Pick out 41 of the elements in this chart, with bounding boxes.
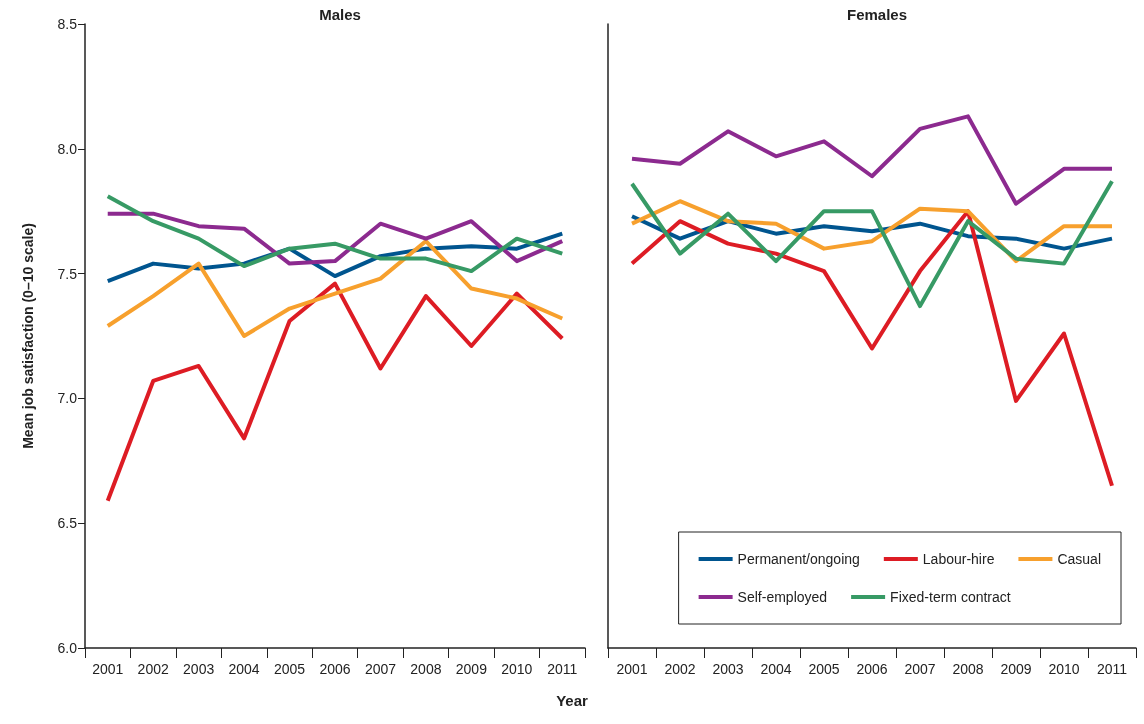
y-tick-label: 6.5	[57, 515, 78, 532]
x-tick-label: 2011	[547, 661, 578, 677]
legend-label: Labour-hire	[922, 551, 995, 567]
legend-label: Fixed-term contract	[890, 589, 1011, 605]
x-tick-label: 2009	[1000, 661, 1032, 677]
x-tick-label: 2004	[760, 661, 792, 677]
x-tick-label: 2009	[455, 661, 488, 677]
line-series	[105, 211, 565, 266]
x-tick-label: 2011	[1096, 661, 1128, 677]
x-tick-label: 2005	[808, 661, 840, 677]
x-tick-label: 2010	[501, 661, 533, 677]
x-tick-label: 2002	[137, 661, 169, 677]
chart-title: Males	[319, 6, 361, 23]
x-tick-label: 2007	[904, 661, 936, 677]
y-tick-label: 6.0	[57, 640, 78, 656]
line-series	[105, 281, 565, 503]
y-axis-title: Mean job satisfaction (0–10 scale)	[20, 223, 36, 449]
line-series	[105, 239, 565, 338]
x-tick-label: 2010	[1048, 661, 1080, 677]
y-tick-label: 7.0	[57, 390, 78, 407]
x-tick-label: 2005	[273, 661, 306, 677]
x-tick-label: 2003	[183, 661, 215, 677]
x-axis-title: Year	[555, 692, 589, 709]
y-tick-label: 8.5	[57, 16, 78, 32]
x-tick-label: 2002	[664, 661, 696, 677]
legend-label: Self-employed	[737, 589, 828, 605]
legend-label: Permanent/ongoing	[737, 551, 860, 567]
x-tick-label: 2008	[952, 661, 984, 677]
x-tick-label: 2007	[364, 661, 397, 677]
x-tick-label: 2003	[712, 661, 744, 677]
x-tick-label: 2001	[92, 661, 124, 677]
x-tick-label: 2004	[228, 661, 260, 677]
x-tick-label: 2008	[410, 661, 442, 677]
x-tick-label: 2006	[856, 661, 888, 677]
line-series	[105, 194, 565, 274]
legend-label: Casual	[1057, 551, 1102, 567]
y-tick-label: 8.0	[57, 140, 78, 157]
x-tick-label: 2006	[319, 661, 351, 677]
y-tick-label: 7.5	[57, 265, 78, 282]
chart-title: Females	[846, 6, 908, 23]
x-tick-label: 2001	[616, 661, 648, 677]
